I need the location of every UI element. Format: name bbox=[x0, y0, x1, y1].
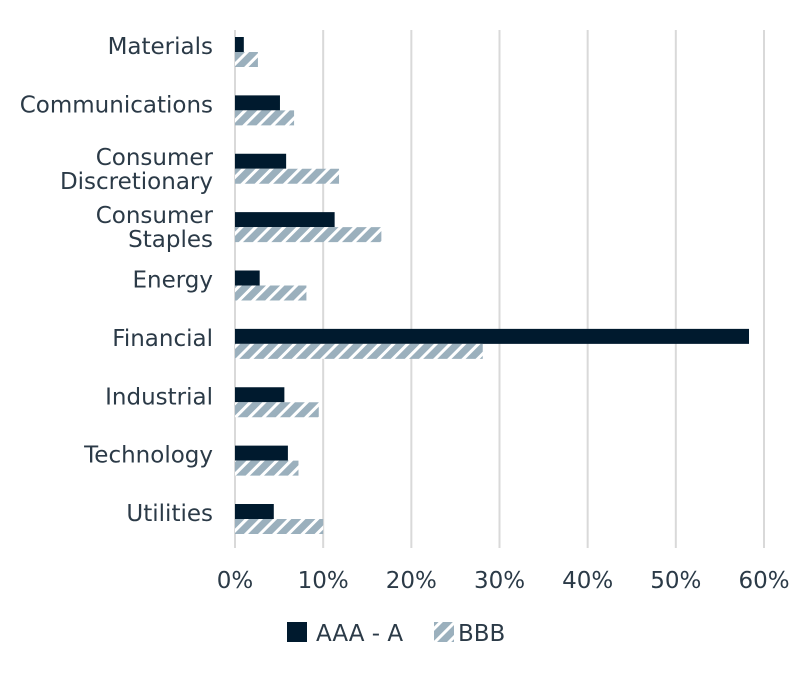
legend-swatch-aaa-a bbox=[287, 622, 307, 642]
category-label: Utilities bbox=[126, 501, 213, 527]
bar-aaa-a bbox=[235, 445, 288, 461]
bar-aaa-a bbox=[235, 328, 750, 344]
bar-bbb bbox=[235, 168, 340, 184]
bar-bbb bbox=[235, 52, 258, 67]
bar-bbb bbox=[235, 519, 324, 534]
category-label: Technology bbox=[83, 443, 213, 469]
category-label: Materials bbox=[108, 34, 213, 60]
bar-bbb bbox=[235, 402, 319, 418]
category-label: Financial bbox=[112, 326, 213, 352]
category-label: Communications bbox=[20, 92, 213, 118]
x-tick-label: 40% bbox=[562, 568, 613, 594]
x-tick-label: 50% bbox=[650, 568, 701, 594]
bar-aaa-a bbox=[235, 504, 274, 519]
bar-bbb bbox=[235, 343, 483, 359]
x-tick-label: 20% bbox=[386, 568, 437, 594]
x-tick-label: 60% bbox=[738, 568, 789, 594]
bar-aaa-a bbox=[235, 95, 280, 111]
x-tick-label: 30% bbox=[474, 568, 525, 594]
x-tick-label: 0% bbox=[217, 568, 254, 594]
legend-swatch-bbb bbox=[434, 622, 454, 642]
category-label: Energy bbox=[132, 268, 213, 294]
category-label: Consumer Discretionary bbox=[60, 145, 214, 195]
bar-aaa-a bbox=[235, 387, 285, 403]
bar-bbb bbox=[235, 285, 307, 301]
legend-label-aaa-a: AAA - A bbox=[316, 621, 403, 647]
bar-bbb bbox=[235, 460, 299, 476]
bar-aaa-a bbox=[235, 37, 244, 52]
bar-bbb bbox=[235, 110, 295, 126]
x-tick-label: 10% bbox=[298, 568, 349, 594]
bar-aaa-a bbox=[235, 212, 335, 228]
bar-aaa-a bbox=[235, 270, 260, 286]
category-label: Consumer Staples bbox=[96, 203, 214, 253]
bar-aaa-a bbox=[235, 153, 287, 169]
category-label: Industrial bbox=[105, 384, 213, 410]
legend-label-bbb: BBB bbox=[458, 621, 505, 647]
bar-bbb bbox=[235, 227, 382, 243]
